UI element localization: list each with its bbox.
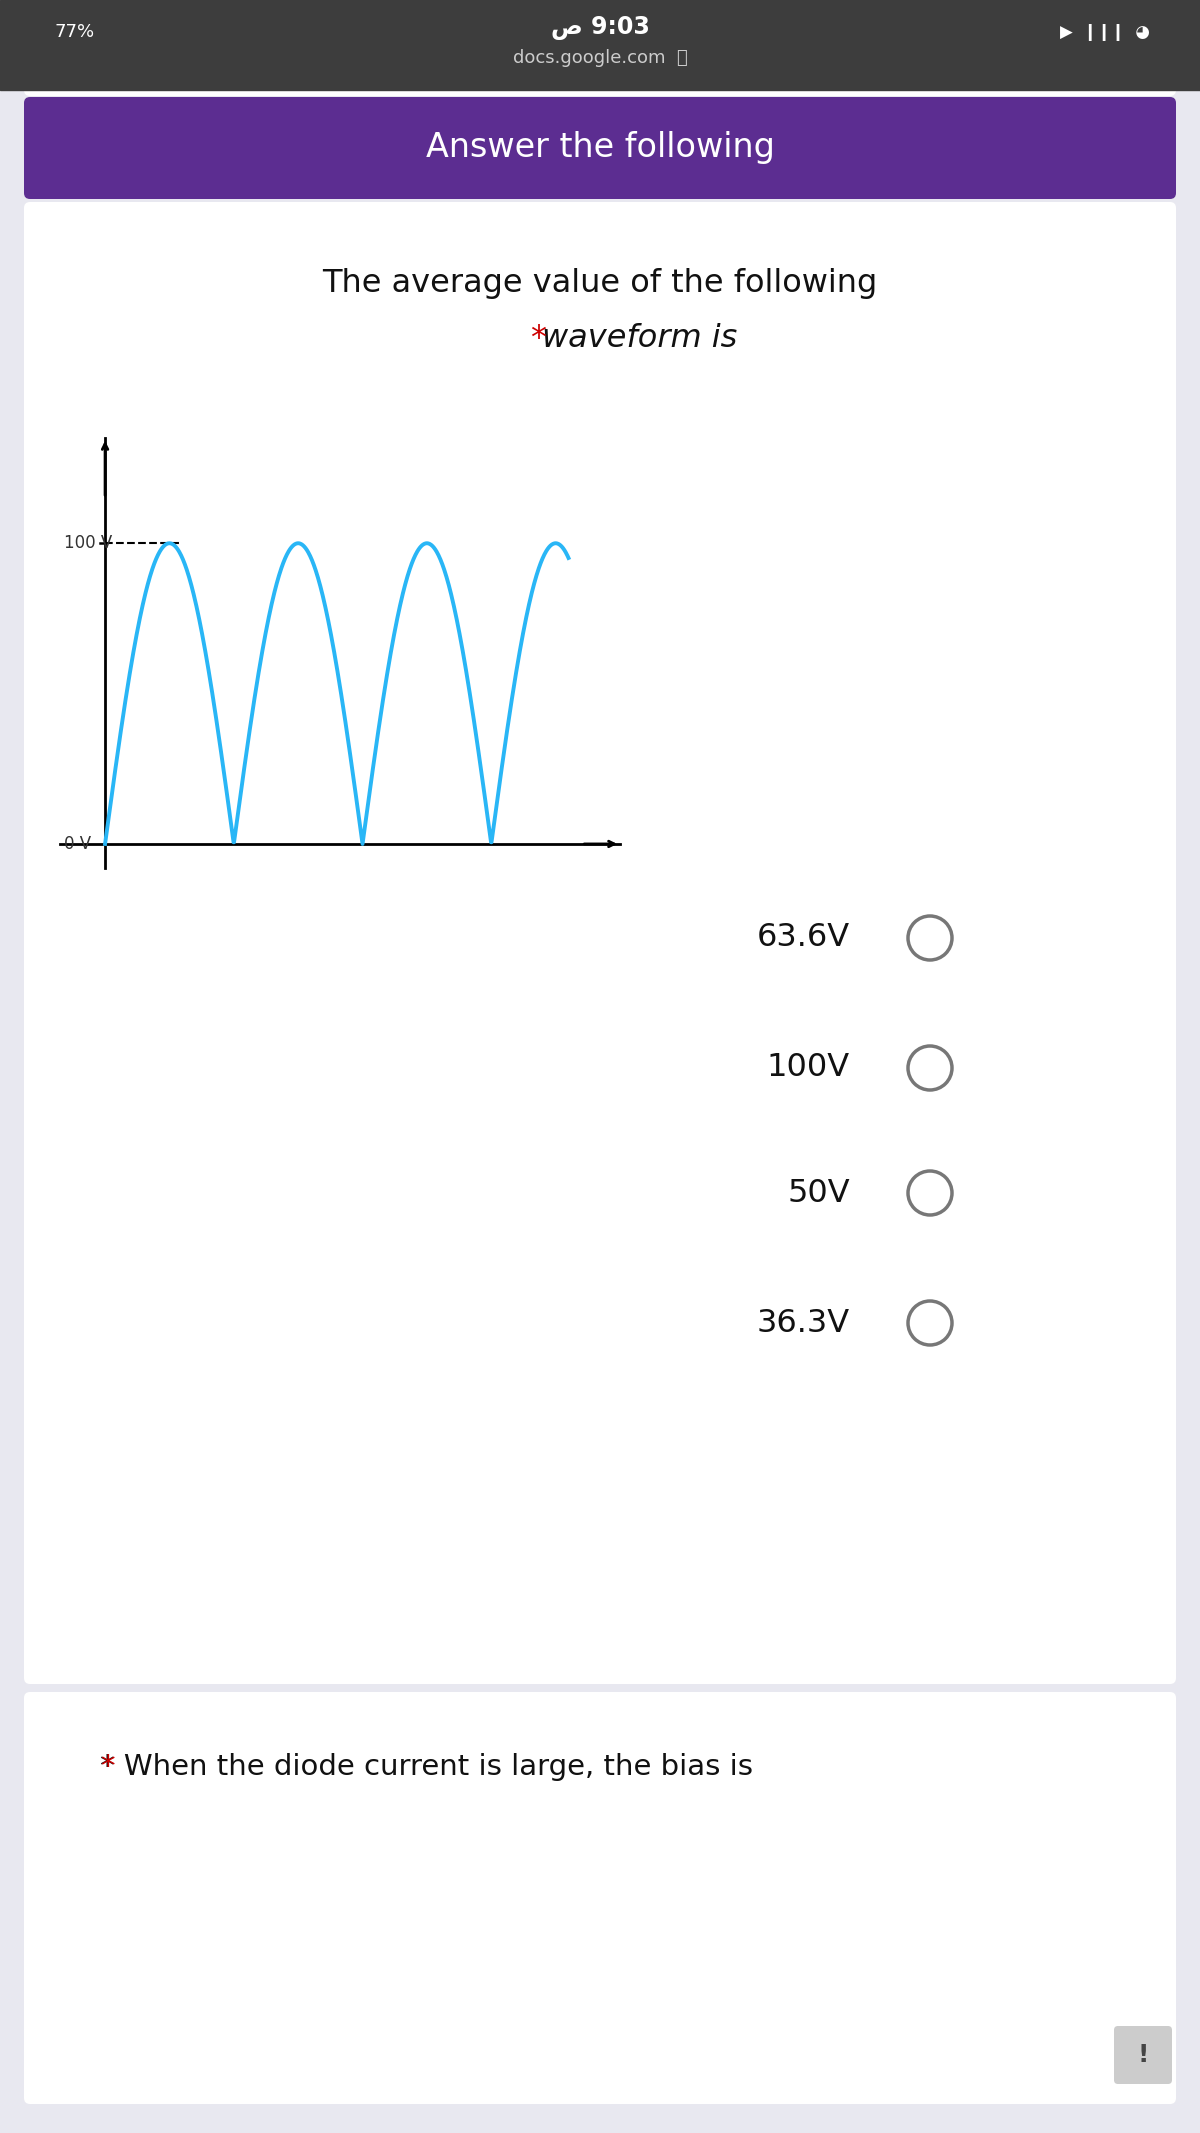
FancyBboxPatch shape: [24, 96, 1176, 198]
Text: 100 V: 100 V: [64, 533, 112, 552]
Text: docs.google.com  🔒: docs.google.com 🔒: [512, 49, 688, 66]
Text: waveform is: waveform is: [542, 322, 738, 354]
Text: مطلوب*: مطلوب*: [1039, 32, 1154, 60]
Text: 77%: 77%: [55, 23, 95, 41]
Text: !: !: [1138, 2043, 1148, 2067]
Text: 0 V: 0 V: [64, 834, 91, 853]
Text: Answer the following: Answer the following: [426, 132, 774, 164]
Text: * When the diode current is large, the bias is: * When the diode current is large, the b…: [100, 1753, 754, 1781]
Text: *: *: [100, 1753, 115, 1781]
Text: *: *: [530, 322, 546, 354]
FancyBboxPatch shape: [24, 0, 1176, 96]
Text: 100V: 100V: [767, 1052, 850, 1084]
Text: 63.6V: 63.6V: [757, 921, 850, 953]
FancyBboxPatch shape: [24, 203, 1176, 1683]
Text: ▶  ❙❙❙  ◕: ▶ ❙❙❙ ◕: [1060, 23, 1150, 41]
Bar: [0, 0, 1200, 90]
Text: 36.3V: 36.3V: [757, 1308, 850, 1340]
Text: The average value of the following: The average value of the following: [323, 269, 877, 299]
Text: ص 9:03: ص 9:03: [551, 17, 649, 41]
FancyBboxPatch shape: [24, 1691, 1176, 2103]
FancyBboxPatch shape: [1114, 2026, 1172, 2084]
Text: 50V: 50V: [787, 1177, 850, 1209]
